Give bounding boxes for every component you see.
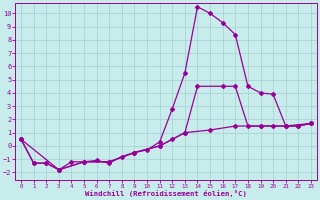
X-axis label: Windchill (Refroidissement éolien,°C): Windchill (Refroidissement éolien,°C) xyxy=(85,190,247,197)
